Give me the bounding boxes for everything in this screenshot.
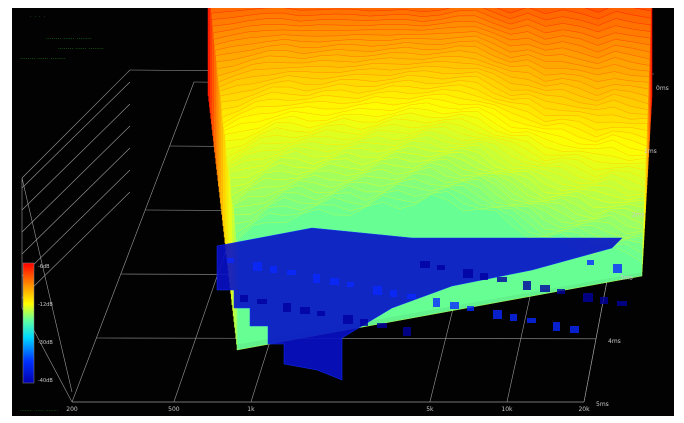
colorbar-tick-label: -6dB (38, 264, 50, 270)
wall-grid-line (21, 103, 131, 211)
header-line-2: ........ ...... ........ (58, 44, 104, 51)
header-line-1: ........ ...... ........ (46, 34, 92, 41)
decay-texture-mark (510, 314, 517, 321)
wall-grid-line (21, 81, 131, 189)
floor-time-line (96, 337, 597, 340)
decay-texture-mark (390, 290, 397, 297)
decay-texture-mark (617, 301, 627, 306)
decay-texture-mark (343, 315, 353, 324)
x-tick-label: 10k (501, 406, 513, 413)
time-tick-label: 2ms (632, 211, 645, 218)
decay-texture-mark (433, 298, 440, 307)
decay-texture-mark (227, 258, 234, 263)
decay-texture-mark (613, 264, 622, 273)
decay-texture-mark (403, 327, 411, 336)
time-tick-label: 0ms (656, 85, 669, 92)
decay-texture-mark (570, 326, 579, 333)
time-tick-label: 1ms (644, 148, 657, 155)
colorbar (22, 262, 35, 384)
corner-mark: · · · · (30, 14, 46, 19)
footer-copyright: ........ ...... ........ (20, 407, 59, 413)
decay-texture-mark (437, 265, 445, 270)
decay-texture-mark (360, 319, 368, 326)
decay-texture-mark (330, 278, 339, 285)
decay-texture-mark (527, 318, 536, 323)
decay-texture-mark (467, 306, 474, 311)
decay-texture-mark (480, 273, 488, 280)
decay-texture-mark (313, 274, 320, 283)
x-tick-label: 200 (66, 406, 78, 413)
x-tick-label: 5k (426, 406, 434, 413)
plot-frame: · · · · ........ ...... ........ .......… (12, 8, 674, 416)
decay-texture-mark (283, 303, 291, 312)
x-tick-label: 500 (168, 406, 180, 413)
decay-texture-mark (583, 293, 593, 302)
left-wall (21, 177, 73, 403)
decay-texture-mark (373, 286, 382, 295)
decay-texture-mark (493, 310, 502, 319)
wall-grid-line (21, 147, 131, 255)
waterfall-chart: 200 500 1k 5k 10k 20k 0ms 1ms 2ms 3ms 4ms 5ms -6dB -1… (21, 8, 669, 413)
decay-texture-mark (257, 299, 267, 304)
axis-labels: 200 500 1k 5k 10k 20k 0ms 1ms 2ms 3ms 4ms 5ms -6dB -1… (38, 85, 669, 413)
decay-texture-mark (407, 294, 416, 299)
wall-grid-line (21, 169, 131, 277)
wall-grid-line (21, 125, 131, 233)
decay-texture-mark (553, 322, 560, 331)
colorbar-tick-label: -12dB (38, 302, 53, 308)
decay-texture-mark (540, 285, 550, 292)
decay-texture-mark (347, 282, 354, 287)
time-tick-label: 4ms (608, 338, 621, 345)
decay-texture-mark (270, 266, 277, 273)
floor-freq-line (71, 81, 195, 403)
colorbar-tick-label: -30dB (38, 340, 53, 346)
decay-texture-mark (287, 270, 296, 275)
decay-texture-mark (557, 289, 565, 294)
decay-texture-mark (240, 295, 248, 302)
time-tick-label: 3ms (620, 275, 633, 282)
x-tick-label: 1k (247, 406, 255, 413)
time-tick-label: 5ms (596, 401, 609, 408)
wall-top-edge (21, 69, 131, 179)
x-tick-label: 20k (578, 406, 590, 413)
decay-texture-mark (317, 311, 325, 316)
decay-texture-mark (253, 262, 262, 271)
waterfall-surface (207, 8, 653, 381)
decay-texture-mark (523, 281, 531, 290)
header-line-3: ........ ...... ........ (20, 54, 66, 61)
decay-texture-mark (450, 302, 459, 309)
decay-texture-mark (377, 323, 387, 328)
wall-grid-line (21, 191, 131, 299)
decay-texture-mark (463, 269, 473, 278)
decay-texture-mark (497, 277, 507, 282)
colorbar-tick-label: -40dB (38, 378, 53, 384)
decay-texture-mark (600, 297, 608, 304)
decay-floor-block (216, 227, 623, 381)
decay-texture-mark (587, 260, 594, 265)
decay-texture-mark (420, 261, 430, 268)
decay-texture-mark (300, 307, 310, 314)
